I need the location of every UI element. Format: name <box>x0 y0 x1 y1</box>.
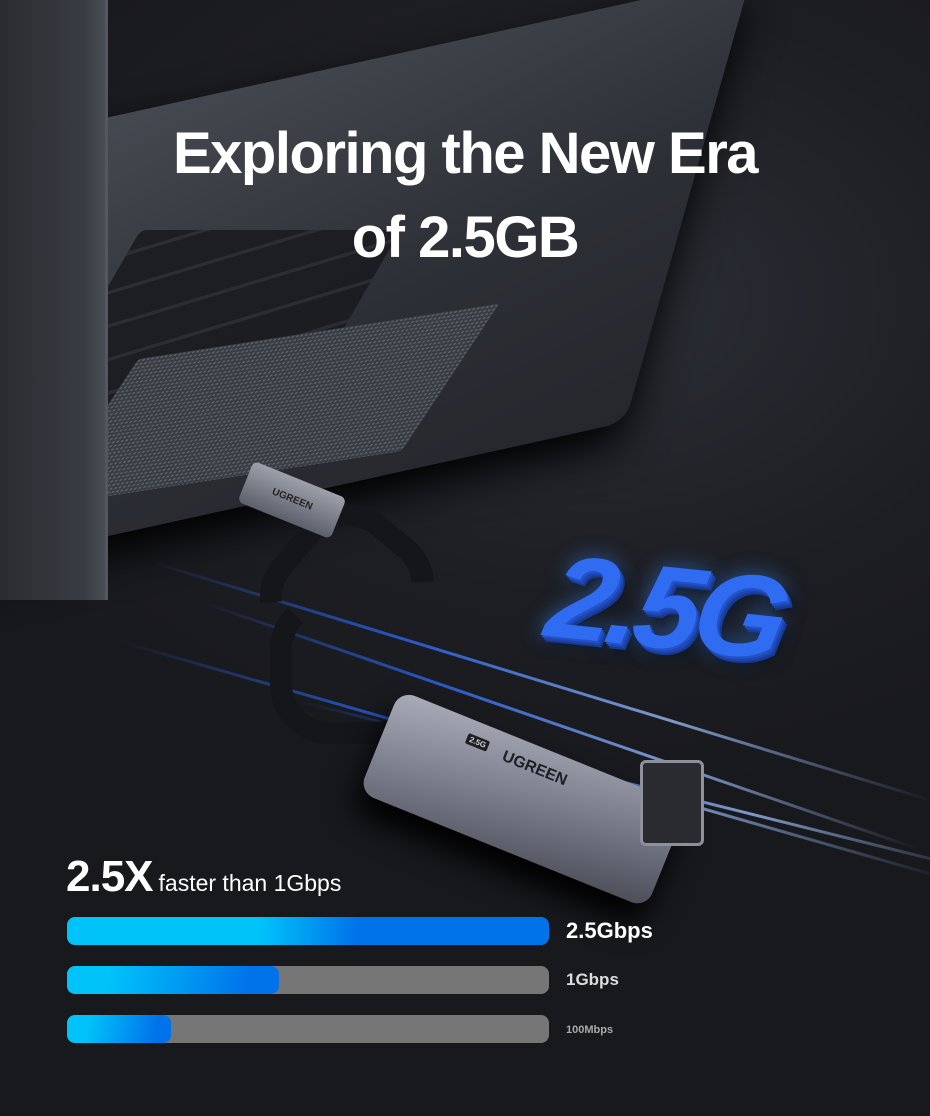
badge-3d-2-5g: 2.5G <box>536 530 795 686</box>
bar-track <box>67 966 549 994</box>
hero-title: Exploring the New Era of 2.5GB <box>172 121 759 270</box>
bar-track <box>67 917 549 945</box>
speed-bar-1gbps: 1Gbps <box>67 966 687 996</box>
brand-logo: UGREEN <box>499 747 570 790</box>
bar-fill <box>67 966 280 994</box>
bar-label: 100Mbps <box>566 1024 614 1036</box>
bar-fill <box>67 917 549 945</box>
laptop-screen <box>0 0 108 600</box>
bar-track <box>67 1015 549 1043</box>
speed-tag: 2.5G <box>464 732 491 752</box>
bar-label: 2.5Gbps <box>566 918 653 943</box>
speed-bar-100mbps: 100Mbps <box>67 1015 687 1045</box>
ethernet-adapter: 2.5G UGREEN <box>358 690 688 909</box>
caption: faster than 1Gbps <box>158 870 342 896</box>
bar-label: 1Gbps <box>566 970 619 989</box>
bar-fill <box>67 1015 172 1043</box>
multiplier: 2.5X <box>66 852 154 901</box>
speed-bar-2-5gbps: 2.5Gbps <box>67 917 687 947</box>
rj45-port <box>640 760 704 846</box>
speed-headline: 2.5X faster than 1Gbps <box>66 852 341 902</box>
